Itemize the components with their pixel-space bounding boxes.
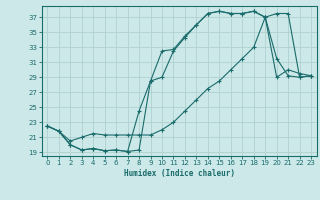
X-axis label: Humidex (Indice chaleur): Humidex (Indice chaleur) — [124, 169, 235, 178]
